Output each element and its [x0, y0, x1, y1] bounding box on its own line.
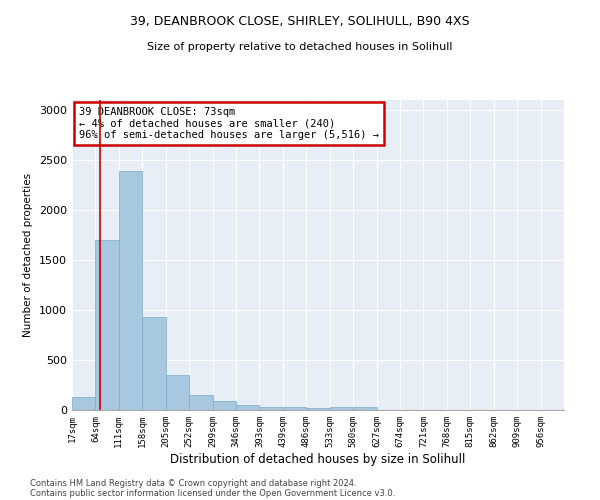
Text: 39 DEANBROOK CLOSE: 73sqm
← 4% of detached houses are smaller (240)
96% of semi-: 39 DEANBROOK CLOSE: 73sqm ← 4% of detach… [79, 107, 379, 140]
Bar [95, 240, 119, 410]
Text: Size of property relative to detached houses in Solihull: Size of property relative to detached ho… [147, 42, 453, 52]
Text: Contains public sector information licensed under the Open Government Licence v3: Contains public sector information licen… [30, 488, 395, 498]
Y-axis label: Number of detached properties: Number of detached properties [23, 173, 34, 337]
Text: Contains HM Land Registry data © Crown copyright and database right 2024.: Contains HM Land Registry data © Crown c… [30, 478, 356, 488]
Bar [189, 395, 212, 410]
Bar [353, 406, 377, 410]
Bar [283, 407, 306, 410]
Text: 39, DEANBROOK CLOSE, SHIRLEY, SOLIHULL, B90 4XS: 39, DEANBROOK CLOSE, SHIRLEY, SOLIHULL, … [130, 15, 470, 28]
X-axis label: Distribution of detached houses by size in Solihull: Distribution of detached houses by size … [170, 452, 466, 466]
Bar [236, 405, 259, 410]
Bar [330, 406, 353, 410]
Bar [306, 408, 330, 410]
Bar [72, 397, 95, 410]
Bar [212, 401, 236, 410]
Bar [166, 375, 189, 410]
Bar [119, 171, 142, 410]
Bar [142, 317, 166, 410]
Bar [259, 406, 283, 410]
